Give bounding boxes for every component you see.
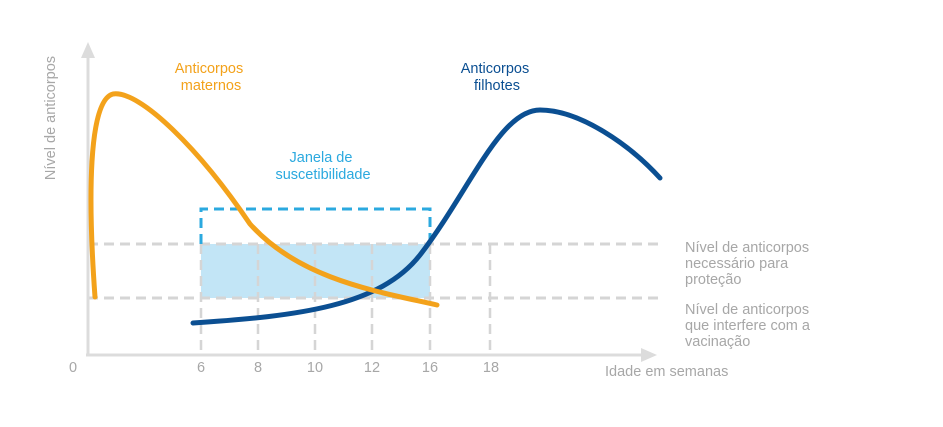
- y-axis-label: Nível de anticorpos: [43, 56, 59, 180]
- week-gridlines: [199, 244, 492, 356]
- interference-level-label: Nível de anticorpos que interfere com a …: [685, 302, 814, 350]
- susceptibility-window-outline: [199, 207, 432, 244]
- maternal-antibody-curve: [88, 91, 440, 308]
- maternal-curve-label-line: maternos: [181, 78, 241, 94]
- susceptibility-window-label: Janela de suscetibilidade: [275, 150, 370, 183]
- x-tick-label: 16: [422, 360, 438, 376]
- x-axis-label: Idade em semanas: [605, 364, 728, 380]
- protection-level-label-line: proteção: [685, 272, 741, 288]
- protection-level-label: Nível de anticorpos necessário para prot…: [685, 240, 813, 288]
- x-tick-label: 10: [307, 360, 323, 376]
- maternal-curve-label-line: Anticorpos: [175, 61, 244, 77]
- offspring-antibody-curve: [190, 107, 663, 326]
- protection-level-label-line: necessário para: [685, 256, 789, 272]
- offspring-curve-label-line: Anticorpos: [461, 61, 530, 77]
- interference-level-label-line: vacinação: [685, 334, 750, 350]
- maternal-curve-label: Anticorpos maternos: [175, 61, 248, 94]
- x-tick-label: 12: [364, 360, 380, 376]
- origin-label: 0: [69, 360, 77, 376]
- x-tick-label: 8: [254, 360, 262, 376]
- x-tick-label: 6: [197, 360, 205, 376]
- offspring-curve-label: Anticorpos filhotes: [461, 61, 534, 94]
- susceptibility-window-label-line: Janela de: [290, 150, 353, 166]
- interference-level-label-line: que interfere com a: [685, 318, 811, 334]
- axes: [81, 42, 657, 362]
- interference-level-label-line: Nível de anticorpos: [685, 302, 809, 318]
- y-axis-arrowhead: [81, 42, 95, 58]
- susceptibility-window-label-line: suscetibilidade: [275, 167, 370, 183]
- protection-level-label-line: Nível de anticorpos: [685, 240, 809, 256]
- x-tick-labels: 6 8 10 12 16 18: [197, 360, 499, 376]
- x-axis-arrowhead: [641, 348, 657, 362]
- x-tick-label: 18: [483, 360, 499, 376]
- offspring-curve-label-line: filhotes: [474, 78, 520, 94]
